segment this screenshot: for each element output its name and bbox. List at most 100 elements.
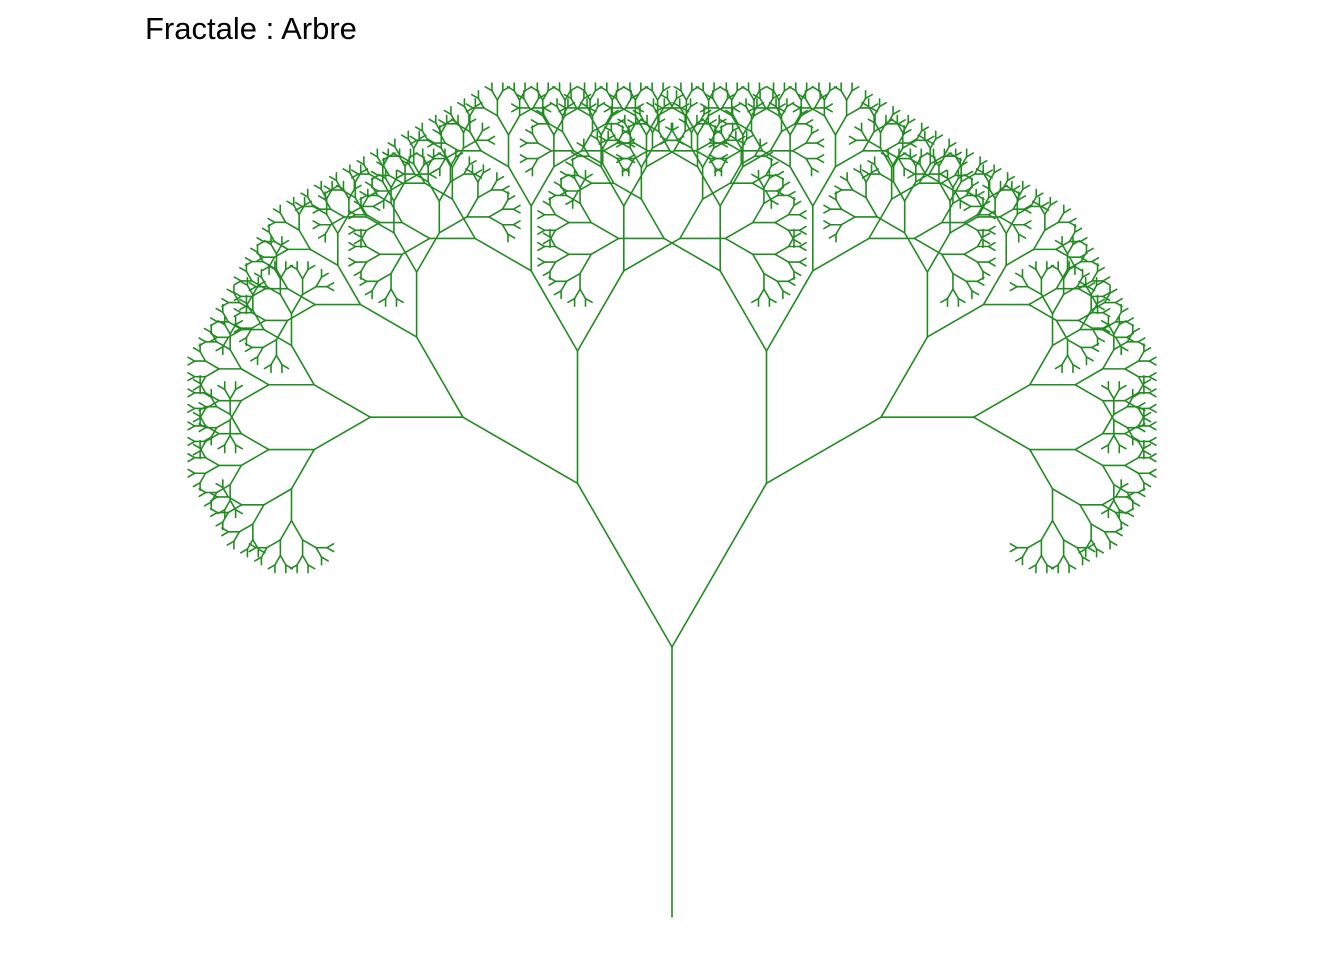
tree-branch — [188, 469, 195, 473]
tree-branch — [789, 237, 794, 246]
tree-branch — [1075, 450, 1103, 466]
tree-branch — [961, 157, 966, 166]
tree-branch — [988, 247, 995, 251]
tree-branch — [445, 143, 458, 151]
tree-branch — [976, 197, 981, 206]
tree-branch — [927, 305, 983, 337]
tree-branch — [1102, 510, 1109, 514]
tree-branch — [1110, 541, 1117, 545]
tree-branch — [733, 104, 740, 108]
tree-branch — [850, 136, 857, 140]
tree-branch — [1069, 219, 1076, 223]
tree-branch — [264, 365, 271, 369]
tree-branch — [788, 281, 795, 285]
tree-branch — [948, 289, 953, 298]
tree-branch — [1080, 505, 1091, 524]
tree-branch — [354, 240, 361, 244]
tree-branch — [543, 272, 550, 276]
tree-branch — [1114, 435, 1119, 444]
tree-branch — [760, 98, 765, 107]
tree-branch — [194, 380, 201, 384]
tree-branch — [741, 139, 746, 148]
tree-branch — [1013, 186, 1020, 190]
tree-branch — [258, 549, 265, 553]
tree-branch — [812, 87, 819, 91]
tree-branch — [1029, 565, 1036, 569]
tree-branch — [782, 107, 787, 116]
tree-branch — [899, 159, 904, 168]
tree-branch — [417, 337, 463, 417]
tree-branch — [799, 258, 806, 262]
tree-branch — [1102, 386, 1109, 390]
tree-branch — [245, 347, 252, 351]
tree-branch — [674, 87, 681, 91]
tree-branch — [562, 132, 573, 151]
tree-branch — [885, 143, 898, 151]
tree-branch — [497, 91, 502, 100]
tree-branch — [824, 221, 831, 225]
tree-branch — [893, 111, 900, 115]
tree-branch — [918, 135, 925, 139]
tree-branch — [489, 217, 502, 225]
tree-branch — [994, 169, 1001, 173]
tree-branch — [1103, 277, 1110, 281]
tree-branch — [1144, 451, 1151, 455]
tree-branch — [867, 140, 880, 148]
tree-branch — [322, 273, 329, 277]
tree-branch — [379, 299, 386, 303]
tree-branch — [670, 151, 698, 167]
tree-branch — [1110, 289, 1117, 293]
tree-branch — [733, 108, 740, 112]
tree-branch — [544, 104, 551, 108]
tree-branch — [964, 254, 977, 262]
tree-branch — [241, 549, 248, 553]
tree-branch — [291, 294, 302, 313]
tree-branch — [538, 258, 545, 262]
tree-branch — [904, 153, 911, 157]
tree-branch — [835, 116, 846, 135]
tree-branch — [1149, 357, 1156, 361]
tree-branch — [303, 287, 316, 295]
tree-branch — [216, 522, 223, 526]
tree-branch — [241, 434, 269, 450]
tree-branch — [561, 175, 568, 179]
tree-branch — [364, 165, 369, 174]
tree-branch — [767, 417, 882, 483]
tree-branch — [847, 180, 852, 189]
tree-branch — [703, 148, 714, 167]
tree-branch — [862, 131, 867, 140]
tree-branch — [402, 223, 430, 239]
tree-branch — [788, 192, 795, 196]
tree-branch — [942, 203, 953, 222]
tree-branch — [580, 254, 591, 273]
tree-branch — [1116, 532, 1123, 536]
tree-branch — [188, 438, 195, 442]
tree-branch — [529, 108, 542, 116]
tree-branch — [1050, 201, 1057, 205]
tree-branch — [1114, 389, 1119, 398]
tree-branch — [1006, 249, 1034, 265]
tree-branch — [261, 277, 266, 286]
tree-branch — [1092, 347, 1099, 351]
tree-branch — [188, 357, 195, 361]
tree-branch — [268, 565, 275, 569]
tree-branch — [927, 136, 934, 140]
tree-branch — [794, 272, 801, 276]
tree-branch — [875, 165, 880, 174]
tree-branch — [575, 289, 580, 298]
tree-branch — [218, 386, 225, 390]
tree-branch — [470, 132, 481, 151]
tree-branch — [1138, 403, 1145, 407]
tree-branch — [817, 143, 824, 147]
tree-branch — [520, 143, 527, 147]
tree-branch — [1019, 196, 1026, 200]
tree-branch — [752, 174, 759, 178]
tree-branch — [481, 151, 509, 167]
tree-branch — [255, 557, 262, 561]
tree-branch — [327, 544, 334, 548]
tree-branch — [863, 170, 870, 174]
tree-branch — [766, 166, 771, 175]
tree-branch — [826, 104, 833, 108]
tree-branch — [422, 131, 427, 140]
tree-branch — [1114, 407, 1127, 415]
